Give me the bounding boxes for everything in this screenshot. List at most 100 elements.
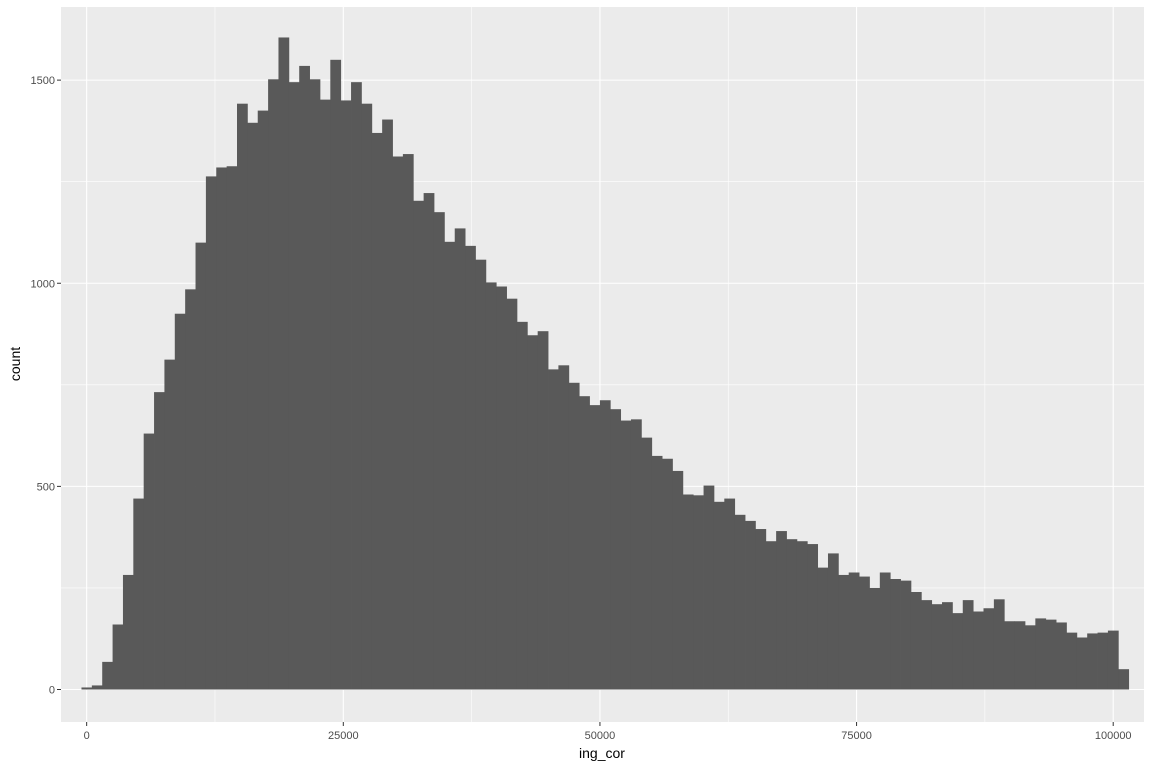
histogram-bar — [475, 259, 487, 690]
histogram-bar — [164, 359, 176, 690]
histogram-bar — [827, 553, 839, 690]
histogram-bar — [1056, 622, 1067, 690]
histogram-bar — [371, 132, 383, 690]
histogram-bar — [319, 99, 331, 690]
histogram-bar — [952, 613, 964, 690]
histogram-bar — [185, 289, 196, 690]
histogram-bar — [309, 79, 321, 690]
y-tick-label: 1000 — [31, 278, 55, 290]
histogram-bar — [351, 82, 362, 690]
histogram-bar — [278, 37, 290, 690]
histogram-bar — [869, 587, 881, 690]
histogram-bar — [910, 592, 922, 690]
histogram-bar — [859, 576, 870, 690]
histogram-bar — [1107, 630, 1119, 690]
x-axis-title: ing_cor — [579, 745, 625, 761]
x-tick-label: 0 — [84, 730, 90, 742]
histogram-bar — [693, 495, 704, 690]
histogram-bar — [568, 382, 580, 690]
histogram-bar — [485, 282, 497, 690]
histogram-bar — [288, 82, 300, 690]
x-axis-ticks: 0 25000 50000 75000 100000 — [84, 722, 1132, 742]
x-tick-label: 25000 — [328, 730, 359, 742]
histogram-bar — [1066, 632, 1078, 690]
histogram-bar — [392, 156, 404, 690]
histogram-bar — [340, 100, 352, 690]
histogram-bar — [91, 685, 103, 690]
histogram-bar — [776, 531, 787, 690]
histogram-bar — [433, 212, 445, 690]
histogram-bar — [195, 242, 207, 690]
histogram-bar — [973, 611, 984, 690]
histogram-bar — [143, 433, 155, 690]
histogram-bar — [848, 572, 860, 690]
histogram-bar — [1087, 633, 1098, 690]
histogram-bar — [662, 458, 673, 690]
histogram-bar — [257, 110, 269, 690]
x-tick-label: 50000 — [585, 730, 616, 742]
y-tick-label: 1500 — [31, 75, 55, 87]
histogram-bar — [641, 437, 653, 690]
histogram-bar — [630, 419, 642, 690]
histogram-bar — [942, 602, 953, 690]
y-axis-ticks: 0 500 1000 1500 — [31, 75, 61, 697]
histogram-bar — [713, 501, 725, 690]
histogram-bar — [226, 166, 238, 690]
y-tick-label: 0 — [49, 685, 55, 697]
histogram-bar — [993, 599, 1005, 690]
histogram-bar — [610, 409, 622, 690]
histogram-bar — [786, 539, 798, 690]
histogram-bar — [205, 176, 217, 690]
histogram-bar — [112, 624, 124, 690]
y-tick-label: 500 — [37, 481, 55, 493]
histogram-bar — [361, 103, 373, 690]
histogram-bar — [682, 494, 694, 690]
histogram-bar — [724, 498, 736, 690]
histogram-bar — [237, 103, 248, 690]
histogram-bar — [506, 298, 518, 690]
histogram-bar — [599, 400, 611, 690]
histogram-bar — [796, 541, 808, 690]
histogram-bar — [558, 365, 570, 690]
histogram-bars — [81, 37, 1130, 690]
histogram-bar — [817, 567, 829, 690]
histogram-bar — [122, 574, 134, 690]
histogram-bar — [703, 485, 715, 690]
histogram-bar — [496, 286, 507, 690]
histogram-bar — [1014, 621, 1026, 690]
histogram-bar — [465, 245, 476, 690]
histogram-bar — [299, 65, 310, 690]
histogram-bar — [548, 369, 559, 690]
histogram-bar — [1024, 625, 1036, 690]
histogram-bar — [216, 167, 228, 690]
histogram-bar — [620, 420, 632, 690]
histogram-bar — [962, 600, 974, 690]
histogram-bar — [382, 119, 393, 690]
histogram-bar — [1004, 621, 1016, 690]
histogram-bar — [745, 520, 756, 690]
histogram-bar — [838, 574, 850, 690]
histogram-bar — [755, 529, 767, 690]
histogram-bar — [765, 541, 777, 690]
histogram-bar — [1076, 637, 1088, 690]
histogram-bar — [1118, 669, 1130, 690]
histogram-bar — [413, 200, 425, 690]
histogram-bar — [527, 335, 539, 690]
histogram-bar — [879, 572, 891, 690]
histogram-bar — [672, 470, 684, 690]
histogram-bar — [81, 687, 93, 690]
x-tick-label: 75000 — [841, 730, 872, 742]
histogram-bar — [537, 331, 549, 690]
histogram-bar — [589, 405, 601, 690]
histogram-bar — [921, 600, 933, 690]
histogram-bar — [900, 580, 912, 690]
histogram-bar — [454, 228, 466, 690]
histogram-bar — [807, 544, 819, 690]
histogram-bar — [516, 321, 528, 690]
histogram-bar — [154, 392, 165, 690]
histogram-bar — [102, 661, 113, 690]
histogram-bar — [651, 455, 663, 690]
histogram-bar — [734, 514, 746, 690]
histogram-bar — [330, 59, 342, 690]
